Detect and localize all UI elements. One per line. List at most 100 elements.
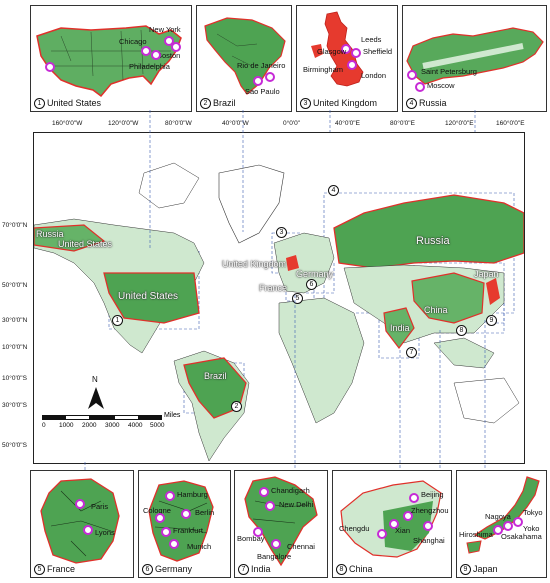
map-label-brazil: Brazil bbox=[204, 371, 227, 381]
scale-tick: 3000 bbox=[105, 422, 120, 429]
city-label-birmingham: Birmingham bbox=[303, 65, 344, 74]
city-marker bbox=[253, 76, 263, 86]
map-label-russia-west: Russia bbox=[36, 229, 64, 239]
panel-title-brazil: 2 Brazil bbox=[200, 98, 236, 109]
world-land-shapes bbox=[34, 162, 524, 462]
city-marker bbox=[259, 487, 269, 497]
city-label-tokyo: Tokyo bbox=[523, 508, 543, 517]
city-label-london: London bbox=[361, 71, 387, 80]
city-marker bbox=[83, 525, 93, 535]
north-arrow: N bbox=[86, 375, 106, 411]
city-label-osaka: Osaka bbox=[501, 532, 523, 541]
city-label-new-york: New York bbox=[149, 25, 181, 34]
city-marker bbox=[265, 72, 275, 82]
city-marker bbox=[493, 525, 503, 535]
city-marker bbox=[75, 499, 85, 509]
city-label-frankfurt: Frankfurt bbox=[173, 526, 204, 535]
city-marker bbox=[171, 42, 181, 52]
map-label-united-states: United States bbox=[118, 291, 179, 302]
longitude-label: 120°0'0"W bbox=[108, 120, 139, 127]
map-label-united-kingdom: United Kingdom bbox=[222, 259, 287, 269]
city-marker bbox=[347, 60, 357, 70]
city-label-rio-de-janeiro: Rio de Janeiro bbox=[237, 61, 286, 70]
city-marker bbox=[169, 539, 179, 549]
city-marker bbox=[415, 82, 425, 92]
city-label-chennai: Chennai bbox=[287, 542, 315, 551]
city-marker bbox=[377, 529, 387, 539]
latitude-label: 30°0'0"S bbox=[2, 402, 27, 409]
city-label-cologne: Cologne bbox=[143, 506, 171, 515]
map-region-number: 7 bbox=[406, 347, 417, 358]
panel-france: Paris Lyons 5 France bbox=[30, 470, 134, 578]
city-label-nagoya: Nagoya bbox=[485, 512, 511, 521]
city-marker bbox=[164, 36, 174, 46]
city-marker bbox=[141, 46, 151, 56]
city-label-xian: Xian bbox=[395, 526, 411, 535]
map-label-russia-main: Russia bbox=[416, 235, 450, 247]
city-marker bbox=[407, 70, 417, 80]
city-marker bbox=[151, 50, 161, 60]
city-label-lyons: Lyons bbox=[95, 528, 115, 537]
city-label-yoko: Yoko bbox=[523, 524, 540, 533]
city-label-munich: Munich bbox=[187, 542, 212, 551]
latitude-label: 50°0'0"N bbox=[2, 282, 28, 289]
map-region-number: 8 bbox=[456, 325, 467, 336]
city-label-boston: Boston bbox=[157, 51, 181, 60]
panel-title-india: 7 India bbox=[238, 564, 271, 575]
city-marker bbox=[265, 501, 275, 511]
panel-title-united-states: 1 United States bbox=[34, 98, 101, 109]
latitude-label: 70°0'0"N bbox=[2, 222, 28, 229]
panel-title-united-kingdom: 3 United Kingdom bbox=[300, 98, 377, 109]
germany-land-shape bbox=[148, 480, 214, 562]
city-label-hiroshima: Hiroshima bbox=[459, 530, 493, 539]
longitude-label: 0°0'0" bbox=[283, 120, 300, 127]
map-region-number: 1 bbox=[112, 315, 123, 326]
longitude-label: 160°0'0"E bbox=[496, 120, 525, 127]
city-marker bbox=[165, 491, 175, 501]
longitude-label: 160°0'0"W bbox=[52, 120, 83, 127]
city-label-moscow: Moscow bbox=[427, 81, 455, 90]
panel-germany: Hamburg Cologne Berlin Frankfurt Munich … bbox=[138, 470, 231, 578]
city-marker bbox=[181, 509, 191, 519]
scale-tick: 5000 bbox=[150, 422, 165, 429]
city-label-bombay: Bombay bbox=[237, 534, 265, 543]
map-region-number: 2 bbox=[231, 401, 242, 412]
city-label-chicago: Chicago bbox=[119, 37, 147, 46]
scale-tick: 1000 bbox=[59, 422, 74, 429]
city-label-zhengzhou: Zhengzhou bbox=[411, 506, 449, 515]
scale-unit: Miles bbox=[164, 412, 181, 419]
city-label-hama: hama bbox=[523, 532, 542, 541]
city-marker bbox=[341, 44, 351, 54]
city-marker bbox=[409, 493, 419, 503]
city-label-leeds: Leeds bbox=[361, 35, 382, 44]
panel-title-china: 8 China bbox=[336, 564, 373, 575]
map-region-number: 3 bbox=[276, 227, 287, 238]
north-arrow-label: N bbox=[92, 375, 98, 384]
city-label-glasgow: Glasgow bbox=[317, 47, 347, 56]
panel-russia: Saint Petersburg Moscow 4 Russia bbox=[402, 5, 547, 112]
longitude-label: 120°0'0"E bbox=[445, 120, 474, 127]
city-label-bangalore: Bangalore bbox=[257, 552, 292, 561]
panel-united-states: New York Chicago Boston Philadelphia 1 Un… bbox=[30, 5, 192, 112]
map-label-india: India bbox=[390, 323, 410, 333]
city-label-chandigarh: Chandigarh bbox=[271, 486, 310, 495]
map-region-number: 4 bbox=[328, 185, 339, 196]
map-label-japan: Japan bbox=[474, 269, 499, 279]
scale-tick: 0 bbox=[42, 422, 46, 429]
city-marker bbox=[161, 527, 171, 537]
city-label-new-delhi: New Delhi bbox=[279, 500, 314, 509]
city-marker bbox=[253, 527, 263, 537]
panel-title-france: 5 France bbox=[34, 564, 75, 575]
city-label-saint-petersburg: Saint Petersburg bbox=[421, 67, 477, 76]
panel-brazil: Rio de Janeiro Sao Paulo 2 Brazil bbox=[196, 5, 292, 112]
map-label-germany: Germany bbox=[296, 269, 334, 279]
latitude-label: 30°0'0"N bbox=[2, 317, 28, 324]
world-map: Russia United States Russia United Kingd… bbox=[33, 132, 525, 464]
longitude-label: 80°0'0"W bbox=[165, 120, 192, 127]
panel-united-kingdom: Leeds Glasgow Sheffield Birmingham Londo… bbox=[296, 5, 398, 112]
map-region-number: 6 bbox=[306, 279, 317, 290]
scale-tick: 4000 bbox=[128, 422, 143, 429]
city-marker bbox=[503, 521, 513, 531]
city-label-berlin: Berlin bbox=[195, 508, 215, 517]
longitude-label: 40°0'0"W bbox=[222, 120, 249, 127]
